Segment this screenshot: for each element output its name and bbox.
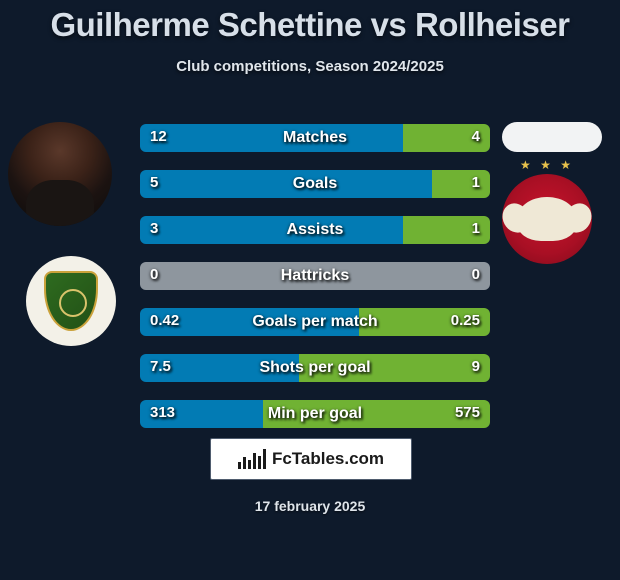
stars-icon: ★ ★ ★ bbox=[502, 158, 592, 172]
stat-value-right: 1 bbox=[472, 220, 480, 237]
stat-value-left: 0.42 bbox=[150, 312, 179, 329]
stat-bar-right bbox=[432, 170, 490, 198]
stat-value-left: 3 bbox=[150, 220, 158, 237]
stat-row: Shots per goal7.59 bbox=[140, 354, 490, 382]
stat-bar-left bbox=[140, 216, 403, 244]
footer-brand-badge: FcTables.com bbox=[210, 438, 412, 480]
stat-value-left: 0 bbox=[150, 266, 158, 283]
stat-value-left: 7.5 bbox=[150, 358, 171, 375]
footer-date: 17 february 2025 bbox=[0, 498, 620, 514]
stat-bar-left bbox=[140, 262, 490, 290]
stat-value-right: 1 bbox=[472, 174, 480, 191]
stat-row: Min per goal313575 bbox=[140, 400, 490, 428]
eagle-icon bbox=[517, 197, 577, 241]
stat-row: Matches124 bbox=[140, 124, 490, 152]
player-right-photo bbox=[502, 122, 602, 152]
stat-value-right: 9 bbox=[472, 358, 480, 375]
stat-value-right: 0.25 bbox=[451, 312, 480, 329]
stat-bar-right bbox=[299, 354, 490, 382]
stat-row: Hattricks00 bbox=[140, 262, 490, 290]
stat-bar-left bbox=[140, 124, 403, 152]
stat-row: Assists31 bbox=[140, 216, 490, 244]
stat-bars-container: Matches124Goals51Assists31Hattricks00Goa… bbox=[140, 124, 490, 446]
page-subtitle: Club competitions, Season 2024/2025 bbox=[0, 58, 620, 75]
stat-value-right: 575 bbox=[455, 404, 480, 421]
stat-value-left: 5 bbox=[150, 174, 158, 191]
stat-bar-left bbox=[140, 170, 432, 198]
stat-value-left: 313 bbox=[150, 404, 175, 421]
stat-row: Goals per match0.420.25 bbox=[140, 308, 490, 336]
player-left-photo bbox=[8, 122, 112, 226]
stat-row: Goals51 bbox=[140, 170, 490, 198]
club-crest-left bbox=[26, 256, 116, 346]
club-crest-right: ★ ★ ★ bbox=[502, 174, 592, 264]
stat-value-right: 0 bbox=[472, 266, 480, 283]
page-title: Guilherme Schettine vs Rollheiser bbox=[0, 0, 620, 44]
stat-value-right: 4 bbox=[472, 128, 480, 145]
shield-icon bbox=[44, 271, 98, 331]
stat-value-left: 12 bbox=[150, 128, 167, 145]
footer-brand-text: FcTables.com bbox=[272, 449, 384, 469]
bar-chart-icon bbox=[238, 449, 266, 469]
